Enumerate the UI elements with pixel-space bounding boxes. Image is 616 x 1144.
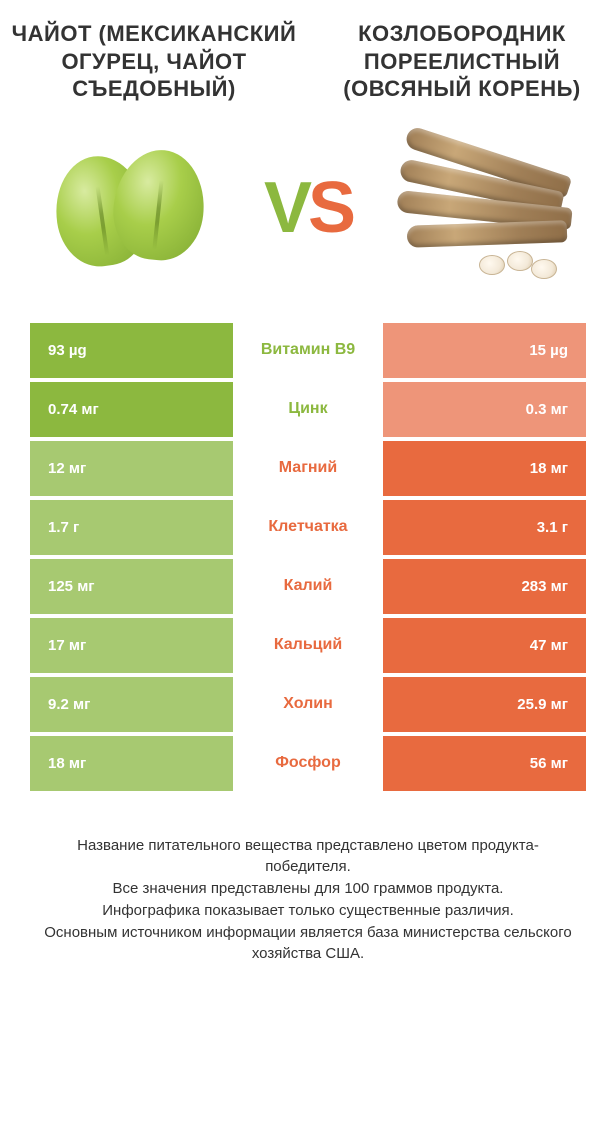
left-value: 18 мг <box>30 736 233 791</box>
left-value: 17 мг <box>30 618 233 673</box>
left-value: 12 мг <box>30 441 233 496</box>
left-value: 93 µg <box>30 323 233 378</box>
chayote-icon <box>42 138 222 278</box>
table-row: 125 мгКалий283 мг <box>30 559 586 614</box>
right-value: 47 мг <box>383 618 586 673</box>
table-row: 0.74 мгЦинк0.3 мг <box>30 382 586 437</box>
table-row: 9.2 мгХолин25.9 мг <box>30 677 586 732</box>
right-value: 15 µg <box>383 323 586 378</box>
titles-row: ЧАЙОТ (МЕКСИКАНСКИЙ ОГУРЕЦ, ЧАЙОТ СЪЕДОБ… <box>0 0 616 113</box>
right-food-image <box>382 128 586 288</box>
right-value: 25.9 мг <box>383 677 586 732</box>
right-value: 18 мг <box>383 441 586 496</box>
table-row: 12 мгМагний18 мг <box>30 441 586 496</box>
footer-line: Инфографика показывает только существенн… <box>40 900 576 922</box>
footer-line: Название питательного вещества представл… <box>40 835 576 879</box>
vs-row: VS <box>0 113 616 313</box>
nutrient-label: Клетчатка <box>233 500 383 555</box>
nutrient-label: Фосфор <box>233 736 383 791</box>
right-food-title: КОЗЛОБОРОДНИК ПОРЕЕЛИСТНЫЙ (ОВСЯНЫЙ КОРЕ… <box>318 20 606 103</box>
left-food-image <box>30 128 234 288</box>
table-row: 18 мгФосфор56 мг <box>30 736 586 791</box>
vs-s: S <box>308 168 352 248</box>
left-food-title: ЧАЙОТ (МЕКСИКАНСКИЙ ОГУРЕЦ, ЧАЙОТ СЪЕДОБ… <box>10 20 298 103</box>
vs-v: V <box>264 168 308 248</box>
table-row: 1.7 гКлетчатка3.1 г <box>30 500 586 555</box>
nutrient-label: Цинк <box>233 382 383 437</box>
table-row: 17 мгКальций47 мг <box>30 618 586 673</box>
table-row: 93 µgВитамин B915 µg <box>30 323 586 378</box>
left-value: 125 мг <box>30 559 233 614</box>
salsify-icon <box>389 133 579 283</box>
left-value: 9.2 мг <box>30 677 233 732</box>
nutrient-label: Магний <box>233 441 383 496</box>
nutrient-label: Кальций <box>233 618 383 673</box>
right-value: 0.3 мг <box>383 382 586 437</box>
left-value: 0.74 мг <box>30 382 233 437</box>
right-value: 56 мг <box>383 736 586 791</box>
right-value: 3.1 г <box>383 500 586 555</box>
right-value: 283 мг <box>383 559 586 614</box>
left-value: 1.7 г <box>30 500 233 555</box>
nutrient-label: Витамин B9 <box>233 323 383 378</box>
vs-label: VS <box>264 172 352 244</box>
footer-line: Основным источником информации является … <box>40 922 576 966</box>
footer-line: Все значения представлены для 100 граммо… <box>40 878 576 900</box>
footer-notes: Название питательного вещества представл… <box>0 795 616 966</box>
nutrient-label: Холин <box>233 677 383 732</box>
nutrient-label: Калий <box>233 559 383 614</box>
comparison-table: 93 µgВитамин B915 µg0.74 мгЦинк0.3 мг12 … <box>0 313 616 791</box>
